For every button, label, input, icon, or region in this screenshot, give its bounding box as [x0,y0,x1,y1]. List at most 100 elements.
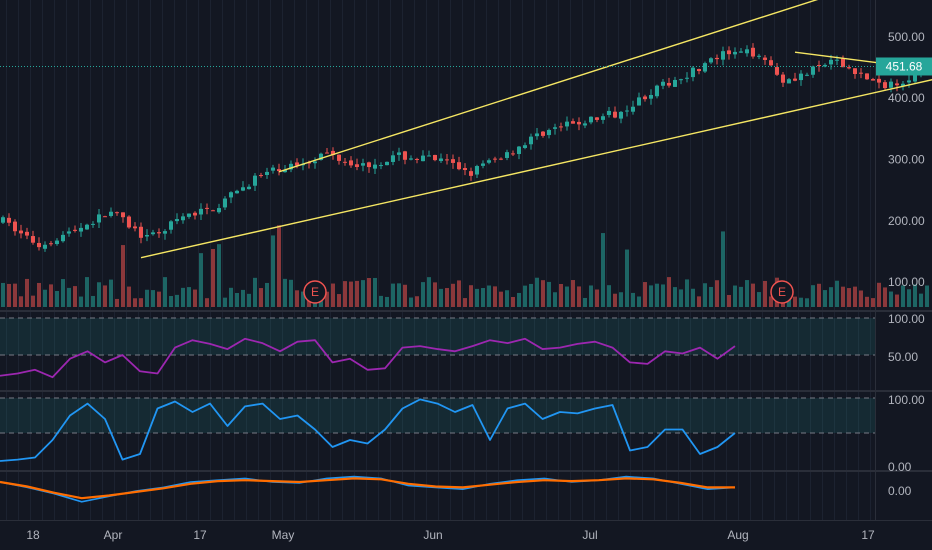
candle-body [739,51,743,53]
volume-bar [541,280,545,307]
candle-body [505,152,509,158]
macd-tick-label: 0.00 [888,484,912,498]
candle-body [103,216,107,218]
candle-body [295,162,299,166]
candle-body [787,79,791,84]
volume-bar [853,286,857,307]
candle-body [205,207,209,209]
candle-body [553,127,557,129]
volume-bar [751,283,755,307]
candle-body [817,65,821,67]
candle-body [751,47,755,57]
channel-lower-line [140,79,932,259]
candle-body [163,231,167,234]
volume-bar [505,290,509,307]
candle-body [685,77,689,79]
volume-bar [823,290,827,307]
candle-body [877,78,881,83]
volume-bar [277,225,281,307]
volume-bar [385,296,389,307]
volume-bar [421,282,425,307]
candle-body [115,212,119,214]
candle-body [907,80,911,83]
volume-bar [235,293,239,307]
candle-body [691,67,695,78]
volume-bar [907,289,911,307]
candle-body [337,154,341,161]
volume-bar [325,291,329,307]
candle-body [211,210,215,212]
candle-body [127,216,131,228]
volume-bar [589,285,593,307]
price-tick-label: 100.00 [888,275,925,289]
panel-divider [0,310,932,312]
channel-upper-line [278,0,819,173]
volume-bar [133,298,137,307]
volume-bar [265,282,269,307]
candle-body [409,158,413,160]
volume-bar [763,280,767,307]
earnings-marker-label: E [778,285,786,299]
candle-body [859,72,863,74]
candle-body [463,168,467,171]
candle-body [241,187,245,191]
candle-body [427,155,431,157]
volume-bar [145,289,149,307]
time-tick-label: 17 [861,528,875,542]
candle-body [913,71,917,82]
volume-bar [409,297,413,307]
volume-bar [457,280,461,307]
candle-body [271,167,275,171]
candle-body [511,153,515,155]
candle-body [247,186,251,190]
candle-body [811,66,815,75]
time-tick-label: 18 [26,528,40,542]
volume-bar [535,277,539,307]
candle-body [529,136,533,145]
volume-bar [583,297,587,307]
stoch-tick-label: 0.00 [888,460,912,474]
candle-body [283,169,287,173]
volume-bar [637,296,641,307]
candle-body [481,163,485,166]
volume-bar [691,288,695,307]
panel-divider [0,390,932,392]
volume-bar [403,284,407,307]
volume-bar [529,283,533,307]
volume-bar [469,285,473,307]
candle-body [607,110,611,115]
volume-bar [895,294,899,307]
candle-body [37,242,41,248]
volume-bar [139,298,143,307]
volume-bar [643,282,647,307]
volume-bar [283,278,287,307]
candle-body [145,235,149,237]
earnings-marker [303,280,327,304]
candle-body [187,213,191,217]
candle-body [721,51,725,60]
earnings-marker-label: E [311,285,319,299]
volume-bar [733,285,737,307]
candle-body [763,57,767,60]
candle-body [121,212,125,218]
volume-bar [115,298,119,307]
candle-body [703,63,707,72]
volume-bar [109,279,113,307]
candle-body [331,150,335,156]
volume-bar [619,292,623,307]
volume-bar [727,294,731,307]
candle-body [31,236,35,243]
volume-bar [487,285,491,307]
candle-body [535,133,539,137]
volume-bar [709,286,713,307]
candle-body [631,106,635,112]
volume-bar [199,253,203,307]
last-price-label: 451.68 [886,59,923,73]
candle-body [289,163,293,170]
volume-bar [433,282,437,307]
volume-bar [607,285,611,307]
candle-body [157,232,161,234]
candle-body [355,164,359,167]
volume-bar [331,283,335,307]
